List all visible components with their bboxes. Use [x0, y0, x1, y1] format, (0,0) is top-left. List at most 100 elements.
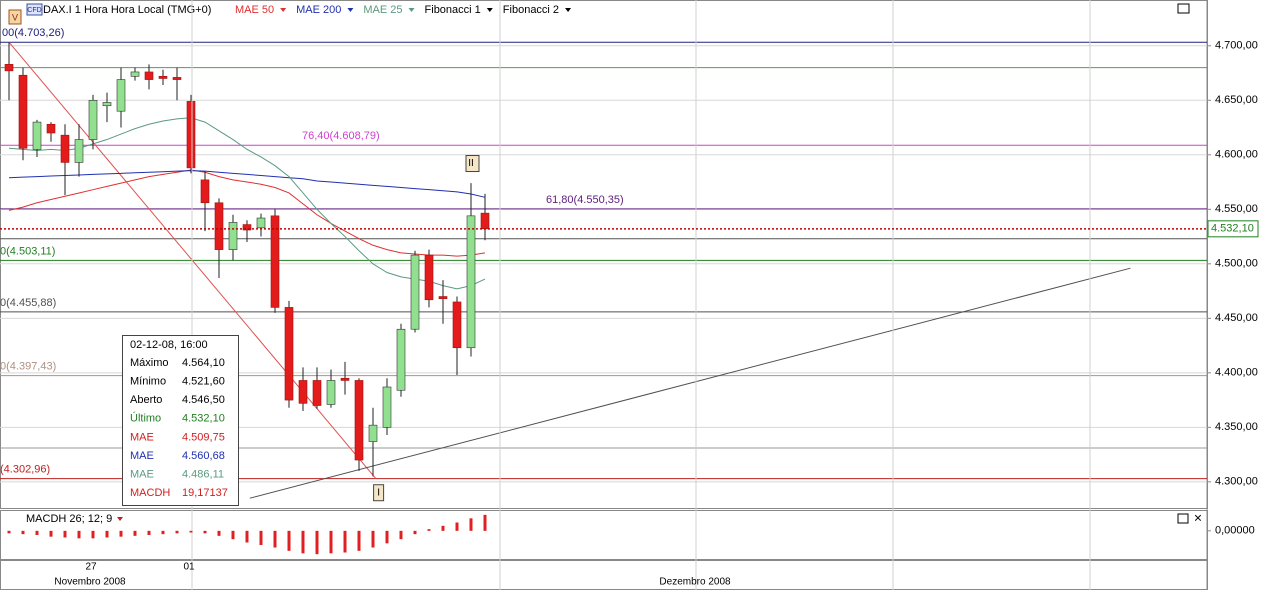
candle-body [74, 139, 84, 163]
candle-body [158, 76, 168, 79]
candle-body [368, 424, 378, 442]
fib-label: 0(4.503,11) [0, 245, 55, 257]
candle-body [270, 215, 280, 308]
y-tick-label: 4.400,00 [1215, 367, 1258, 379]
candle-body [32, 121, 42, 150]
candle-body [312, 380, 322, 406]
annotation: II [468, 158, 474, 169]
tooltip-value: 4.564,10 [182, 357, 225, 369]
trendline [249, 267, 1131, 499]
chart-title: DAX.I 1 Hora Hora Local (TMG+0) [43, 4, 211, 16]
candle-body [382, 386, 392, 428]
macd-bar [189, 530, 193, 533]
macd-bar [217, 530, 221, 536]
badge-text: CFD [27, 7, 41, 14]
badge [26, 3, 43, 16]
macd-bar [315, 530, 319, 555]
candle-body [200, 179, 210, 204]
y-tick-label: 4.550,00 [1215, 203, 1258, 215]
tooltip-value: 4.546,50 [182, 394, 225, 406]
tooltip [122, 335, 239, 506]
macd-bar [133, 530, 137, 536]
fib-label: 76,40(4.608,79) [302, 130, 380, 142]
macd-bar [35, 530, 39, 535]
candle-body [172, 77, 182, 80]
tooltip-value: 4.532,10 [182, 413, 225, 425]
tool-entry[interactable]: Fibonacci 2 [503, 4, 559, 16]
tool-entry[interactable]: Fibonacci 1 [425, 4, 481, 16]
tooltip-value: 4.509,75 [182, 431, 225, 443]
annotation: I [377, 487, 380, 498]
legend-entry[interactable]: MAE 25 [363, 4, 402, 16]
dropdown-arrow[interactable] [408, 8, 415, 12]
macd-bar [441, 525, 445, 531]
fib-label: 00(4.703,26) [2, 27, 64, 39]
macd-bar [385, 530, 389, 544]
dropdown-arrow[interactable] [280, 8, 287, 12]
dropdown-arrow[interactable] [565, 8, 572, 12]
macd-bar [49, 530, 53, 537]
fib-label: 0(4.455,88) [0, 297, 56, 309]
candle-body [424, 254, 434, 301]
x-tick-label: 01 [183, 562, 195, 573]
macd-bar [357, 530, 361, 551]
ma-line [8, 169, 486, 257]
fib-label: (4.302,96) [0, 464, 50, 476]
macd-title: MACDH 26; 12; 9 [26, 513, 112, 525]
current-price-label: 4.532,10 [1211, 223, 1254, 235]
y-tick-label: 4.700,00 [1215, 40, 1258, 52]
macd-bar [469, 518, 473, 531]
maximize-button[interactable] [1177, 3, 1190, 14]
time-axis [0, 560, 1208, 590]
candle-body [186, 101, 196, 169]
y-tick-label: 4.600,00 [1215, 149, 1258, 161]
legend-entry[interactable]: MAE 200 [296, 4, 341, 16]
macd-bar [427, 529, 431, 531]
tooltip-label: MAE [130, 431, 154, 443]
candle-body [284, 307, 294, 401]
dropdown-arrow[interactable] [347, 8, 354, 12]
candle-body [214, 202, 224, 250]
macd-bar [203, 530, 207, 534]
macd-bar [273, 530, 277, 548]
y-tick-label: 4.500,00 [1215, 258, 1258, 270]
tooltip-label: MACDH [130, 487, 170, 499]
candle-body [116, 79, 126, 112]
panel-close[interactable]: × [1194, 510, 1202, 526]
tooltip-value: 4.486,11 [182, 469, 224, 481]
macd-bar [77, 530, 81, 539]
y-tick-label: 4.300,00 [1215, 476, 1258, 488]
macd-bar [161, 530, 165, 535]
dropdown-arrow[interactable] [117, 517, 123, 521]
tooltip-value: 19,17137 [182, 487, 228, 499]
candle-body [452, 301, 462, 349]
tooltip-value: 4.521,60 [182, 376, 225, 388]
ma-line [8, 117, 486, 290]
candle-body [102, 102, 112, 107]
tooltip-label: MAE [130, 469, 154, 481]
candle-body [60, 134, 70, 163]
macd-bar [483, 514, 487, 531]
tooltip-label: Aberto [130, 394, 162, 406]
macd-bar [175, 530, 179, 534]
tooltip-label: Mínimo [130, 376, 166, 388]
macd-bar [147, 530, 151, 535]
panel-maximize[interactable] [1177, 513, 1189, 524]
candle-body [144, 71, 154, 80]
plot: 00(4.703,26) 76,40(4.608,79) 61,80(4.550,3… [0, 27, 1207, 499]
dropdown-arrow[interactable] [486, 8, 493, 12]
macd-bar [231, 530, 235, 540]
flag-text: V [12, 12, 18, 22]
flag-icon[interactable] [8, 9, 22, 25]
macd-bar [21, 530, 25, 535]
macd-bar [105, 530, 109, 538]
macd-bar [329, 530, 333, 554]
candle-body [326, 380, 336, 405]
y-tick-label: 4.450,00 [1215, 312, 1258, 324]
y-tick-label: 0,00000 [1215, 525, 1255, 537]
candle-body [130, 71, 140, 77]
legend-entry[interactable]: MAE 50 [235, 4, 274, 16]
candle-body [298, 380, 308, 404]
